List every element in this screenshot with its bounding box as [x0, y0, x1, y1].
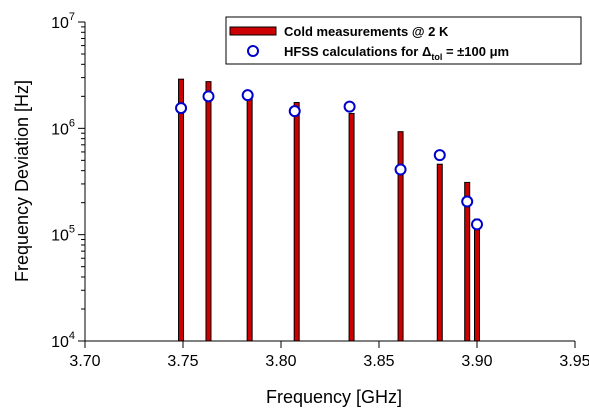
legend: Cold measurements @ 2 K HFSS calculation…: [225, 16, 582, 65]
y-tick-label: 105: [51, 224, 75, 245]
legend-box: [225, 16, 582, 65]
bar: [293, 101, 300, 342]
bar: [436, 163, 443, 342]
x-axis-label: Frequency [GHz]: [266, 387, 402, 407]
x-tick-label: 3.85: [363, 353, 394, 370]
bar: [178, 78, 185, 342]
bar: [246, 94, 253, 342]
data-point: [175, 102, 188, 115]
x-tick-label: 3.75: [167, 353, 198, 370]
bar-series: [178, 78, 480, 342]
bar: [348, 112, 355, 342]
data-point: [433, 149, 446, 162]
x-tick-label: 3.90: [461, 353, 492, 370]
bar: [205, 81, 212, 342]
data-point: [471, 218, 483, 231]
data-point: [461, 195, 474, 208]
tick-group: 3.70 3.75 3.80 3.85 3.90 3.95 104 105 106 107: [51, 11, 589, 370]
data-point: [394, 163, 407, 176]
y-tick-label: 107: [51, 11, 75, 32]
y-tick-label: 106: [51, 117, 75, 138]
data-point: [288, 105, 301, 118]
x-tick-label: 3.95: [559, 353, 589, 370]
legend-label-points-main: HFSS calculations for Δ: [284, 44, 431, 59]
x-tick-label: 3.80: [265, 353, 296, 370]
legend-label-points-subscript: tol: [431, 52, 442, 62]
legend-label-bars: Cold measurements @ 2 K: [284, 24, 449, 39]
y-axis-label: Frequency Deviation [Hz]: [12, 80, 32, 282]
y-tick-label: 104: [51, 330, 75, 351]
data-point: [241, 89, 254, 102]
bar: [474, 218, 480, 342]
scatter-series: [175, 89, 483, 231]
data-point: [343, 100, 356, 113]
x-tick-label: 3.70: [69, 353, 100, 370]
legend-bar-swatch: [229, 26, 277, 36]
bar: [397, 131, 404, 342]
plot-frame: [84, 22, 575, 342]
data-point: [202, 90, 215, 103]
legend-label-points-tail: = ±100 μm: [442, 44, 509, 59]
legend-label-points: HFSS calculations for Δtol = ±100 μm: [284, 44, 509, 62]
legend-marker-swatch: [247, 45, 259, 57]
